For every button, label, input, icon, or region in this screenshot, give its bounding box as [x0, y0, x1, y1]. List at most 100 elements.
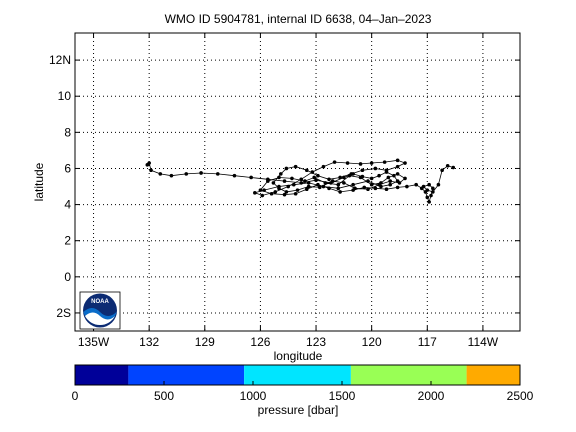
track-point: [316, 182, 320, 187]
track-point: [362, 185, 367, 190]
track-point: [321, 184, 326, 189]
track-point: [377, 173, 381, 178]
track-point: [342, 181, 346, 185]
track-point: [332, 160, 337, 164]
track-point: [273, 190, 278, 194]
track-point: [306, 181, 311, 185]
track-point: [184, 172, 189, 176]
track-point: [395, 164, 400, 169]
track-point: [403, 176, 407, 181]
track-point: [427, 200, 431, 204]
x-tick-label: 126: [250, 335, 270, 349]
track-point: [347, 173, 352, 178]
track-point: [445, 163, 450, 168]
track-point: [282, 192, 287, 197]
track-point: [215, 172, 220, 176]
track-point: [304, 168, 309, 173]
track-point: [384, 168, 389, 173]
track-point: [314, 178, 318, 182]
colorbar-segment: [75, 365, 129, 385]
track-point: [440, 168, 444, 173]
track-point: [323, 181, 328, 185]
track-point: [392, 173, 396, 178]
track-point: [303, 179, 307, 183]
track-point: [158, 172, 163, 176]
plot-frame: [74, 32, 521, 332]
track-point: [342, 175, 346, 180]
chart-title: WMO ID 5904781, internal ID 6638, 04–Jan…: [165, 12, 432, 26]
track-point: [262, 188, 266, 192]
track-point: [431, 190, 435, 194]
x-tick-label: 132: [139, 335, 159, 349]
track-point: [299, 181, 304, 185]
track-point: [336, 182, 341, 187]
colorbar-ticks: 0 500 1000 1500 2000 2500: [72, 381, 534, 403]
track-point: [384, 187, 389, 192]
track-point: [304, 187, 309, 192]
y-tick-label: 12N: [49, 53, 71, 67]
track-point: [330, 179, 335, 183]
track-point: [232, 173, 237, 178]
track-point: [310, 170, 315, 174]
track-point: [451, 165, 456, 170]
track-point: [431, 186, 435, 191]
track-point: [425, 195, 430, 200]
track-point: [317, 185, 322, 190]
track-point: [369, 176, 374, 181]
track-point: [277, 186, 281, 191]
track-point: [327, 177, 331, 182]
track-point: [373, 166, 378, 171]
colorbar-segment: [350, 365, 467, 385]
track-point: [366, 179, 370, 183]
track-point: [369, 161, 374, 165]
track-point: [291, 182, 296, 187]
grid-lines: [75, 33, 520, 331]
colorbar-tick-label: 0: [72, 389, 79, 403]
track-point: [293, 164, 298, 169]
track-point: [271, 181, 276, 185]
track-point: [397, 181, 402, 185]
float-track: [145, 158, 456, 204]
track-point: [336, 186, 341, 191]
pressure-colorbar: [75, 365, 520, 385]
track-point: [284, 190, 289, 194]
x-tick-label: 117: [418, 335, 437, 349]
track-point: [269, 191, 274, 196]
track-point: [388, 182, 393, 187]
y-axis-label: latitude: [32, 162, 46, 201]
track-point: [388, 179, 393, 183]
colorbar-tick-label: 1000: [240, 389, 267, 403]
track-point: [277, 175, 281, 180]
x-tick-label: 114W: [468, 335, 499, 349]
track-point: [382, 160, 387, 164]
colorbar-label: pressure [dbar]: [258, 403, 339, 417]
track-point: [299, 177, 304, 182]
track-point: [421, 184, 426, 189]
track-point: [282, 179, 287, 183]
colorbar-tick-label: 2000: [418, 389, 445, 403]
track-point: [379, 181, 383, 185]
y-axis-ticks: 2S 0 2 4 6 8 10 12N: [49, 53, 520, 320]
colorbar-segment: [466, 365, 520, 385]
colorbar-tick-label: 500: [154, 389, 174, 403]
track-point: [295, 188, 300, 192]
track-point: [147, 161, 151, 165]
y-tick-label: 8: [64, 125, 71, 139]
x-tick-label: 120: [362, 335, 382, 349]
track-point: [312, 175, 316, 180]
colorbar-frame: [74, 364, 521, 386]
colorbar-tick-label: 1500: [329, 389, 356, 403]
track-point: [258, 188, 263, 192]
track-point: [358, 162, 363, 166]
track-point: [253, 191, 257, 195]
noaa-logo-text: NOAA: [91, 299, 109, 305]
track-point: [360, 168, 365, 173]
track-point: [149, 168, 153, 173]
track-point: [405, 184, 409, 189]
track-point: [395, 172, 400, 176]
track-point: [395, 158, 400, 163]
x-tick-label: 129: [195, 335, 215, 349]
y-tick-label: 2: [64, 234, 71, 248]
track-point: [345, 161, 350, 165]
